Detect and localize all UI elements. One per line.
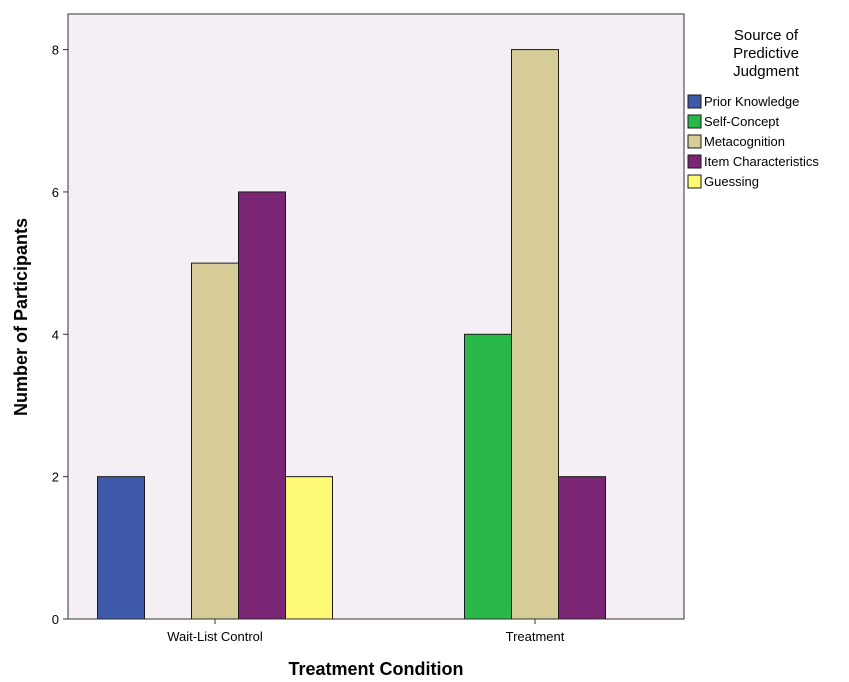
legend-label-metacognition: Metacognition <box>704 134 785 149</box>
bar-wait-list-control-guessing <box>285 476 333 620</box>
bar-wait-list-control-item-characteristics <box>238 191 286 620</box>
legend: Source of Predictive Judgment Prior Know… <box>687 27 819 189</box>
legend-swatch-guessing <box>687 174 702 189</box>
y-tick-label: 6 <box>52 185 59 200</box>
bar-treatment-metacognition <box>511 49 559 620</box>
axes: 0 2 4 6 8 Wait-List Control Treatment <box>52 43 565 644</box>
y-tick-label: 2 <box>52 470 59 485</box>
x-axis-title: Treatment Condition <box>289 659 464 679</box>
legend-swatch-metacognition <box>687 134 702 149</box>
legend-title-line-3: Judgment <box>733 63 800 80</box>
legend-label-self-concept: Self-Concept <box>704 114 780 129</box>
x-tick-label: Wait-List Control <box>167 629 263 644</box>
bar-wait-list-control-prior-knowledge <box>97 476 145 620</box>
legend-swatch-item-characteristics <box>687 154 702 169</box>
legend-label-prior-knowledge: Prior Knowledge <box>704 94 799 109</box>
legend-swatch-prior-knowledge <box>687 94 702 109</box>
bar-treatment-self-concept <box>464 333 512 620</box>
y-axis-title: Number of Participants <box>11 218 31 416</box>
bar-treatment-item-characteristics <box>558 476 606 620</box>
legend-title-line-1: Source of <box>734 27 799 44</box>
legend-title-line-2: Predictive <box>733 45 799 62</box>
legend-label-item-characteristics: Item Characteristics <box>704 154 819 169</box>
y-tick-label: 8 <box>52 43 59 58</box>
bar-wait-list-control-metacognition <box>191 262 239 620</box>
legend-label-guessing: Guessing <box>704 174 759 189</box>
y-tick-label: 0 <box>52 612 59 627</box>
x-tick-label: Treatment <box>506 629 565 644</box>
legend-swatch-self-concept <box>687 114 702 129</box>
bars <box>97 49 606 620</box>
plot-frame <box>67 13 685 620</box>
y-tick-label: 4 <box>52 327 59 342</box>
